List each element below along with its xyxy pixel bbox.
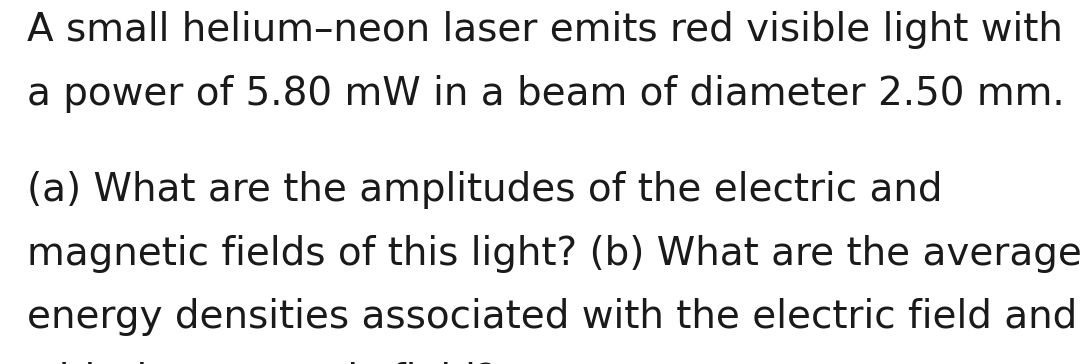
Text: (a) What are the amplitudes of the electric and: (a) What are the amplitudes of the elect… — [27, 171, 943, 209]
Text: energy densities associated with the electric field and: energy densities associated with the ele… — [27, 298, 1077, 336]
Text: magnetic fields of this light? (b) What are the average: magnetic fields of this light? (b) What … — [27, 235, 1080, 273]
Text: A small helium–neon laser emits red visible light with: A small helium–neon laser emits red visi… — [27, 11, 1063, 49]
Text: a power of 5.80 mW in a beam of diameter 2.50 mm.: a power of 5.80 mW in a beam of diameter… — [27, 75, 1065, 112]
Text: with the magnetic field?: with the magnetic field? — [27, 362, 497, 364]
